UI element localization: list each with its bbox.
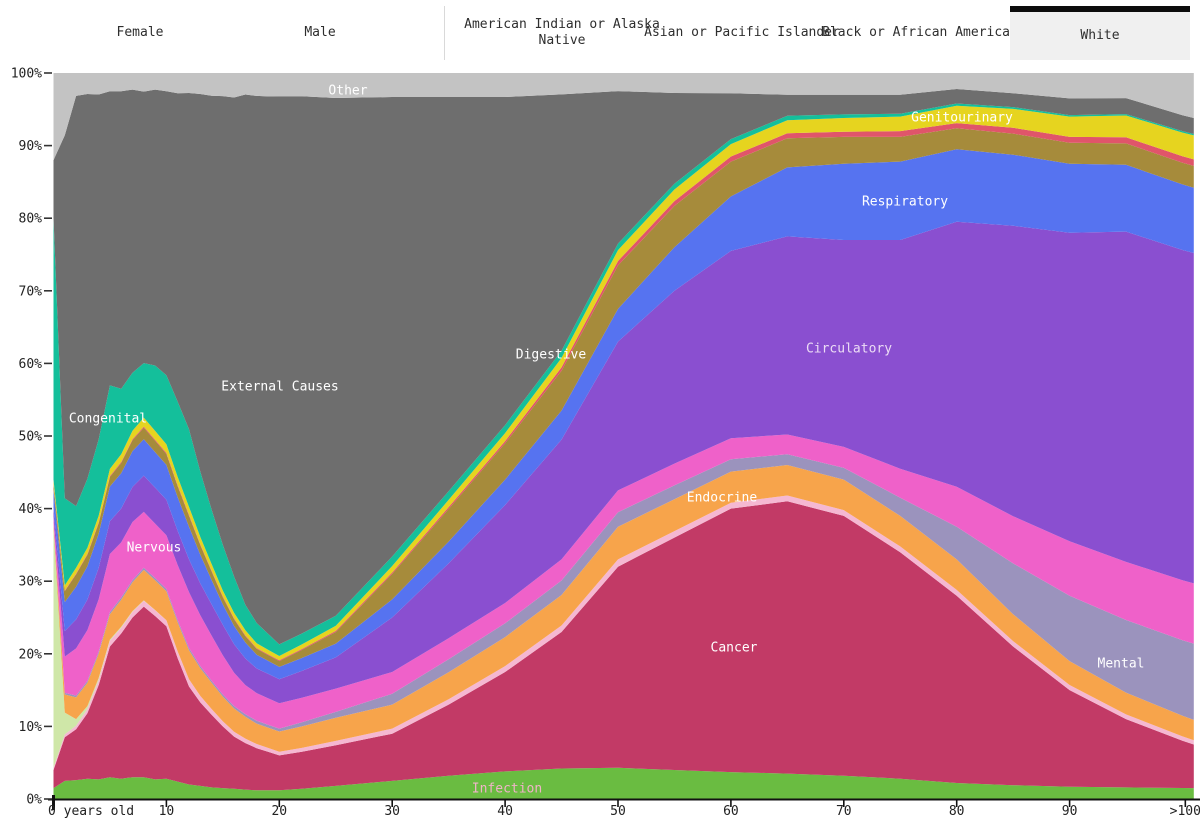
- area-labels: Other Genitourinary Respiratory Circulatory…: [69, 84, 1145, 797]
- area-nervous[interactable]: [53, 434, 1194, 729]
- tab-group-divider: [444, 6, 445, 60]
- area-label-genitourinary: Genitourinary: [911, 111, 1013, 126]
- y-tick-label: 30%: [19, 575, 43, 590]
- x-tick-label: 0 years old: [48, 804, 134, 819]
- area-circulatory[interactable]: [53, 221, 1194, 704]
- tab-label: White: [1080, 28, 1120, 43]
- x-tick-label: 20: [271, 804, 287, 819]
- tab-white[interactable]: White: [1010, 6, 1190, 60]
- area-label-infection: Infection: [472, 782, 542, 797]
- x-tick-label: 70: [836, 804, 852, 819]
- y-tick-label: 20%: [19, 647, 43, 662]
- y-tick-label: 80%: [19, 212, 43, 227]
- x-tick-label: 30: [384, 804, 400, 819]
- area-label-circulatory: Circulatory: [806, 342, 892, 357]
- y-tick-label: 40%: [19, 502, 43, 517]
- y-tick-label: 10%: [19, 720, 43, 735]
- x-tick-label: >100: [1170, 804, 1200, 819]
- area-label-nervous: Nervous: [127, 541, 182, 556]
- y-tick-label: 0%: [26, 793, 42, 808]
- area-label-external-causes: External Causes: [221, 380, 338, 395]
- x-tick-label: 90: [1062, 804, 1078, 819]
- area-other[interactable]: [53, 73, 1194, 161]
- x-tick-label: 10: [159, 804, 175, 819]
- area-infection[interactable]: [53, 767, 1194, 799]
- area-label-digestive: Digestive: [516, 348, 587, 363]
- area-label-endocrine: Endocrine: [687, 491, 758, 506]
- y-tick-label: 70%: [19, 284, 43, 299]
- area-label-mental: Mental: [1098, 657, 1145, 672]
- tab-label: Asian or Pacific Islander: [644, 25, 840, 40]
- area-mental[interactable]: [53, 454, 1194, 732]
- y-tick-label: 50%: [19, 430, 43, 445]
- tab-label: Black or African American: [822, 25, 1018, 40]
- area-external-causes[interactable]: [53, 89, 1194, 645]
- y-tick-label: 100%: [11, 67, 42, 82]
- tab-american-indian-or-alaska-native[interactable]: American Indian or Alaska Native: [447, 6, 677, 60]
- area-label-respiratory: Respiratory: [862, 195, 948, 210]
- area-label-other: Other: [328, 84, 367, 99]
- area-label-congenital: Congenital: [69, 412, 147, 427]
- area-cancer[interactable]: [53, 501, 1194, 791]
- tab-black-or-african-american[interactable]: Black or African American: [820, 6, 1020, 60]
- demographic-tabs: Female Male American Indian or Alaska Nati…: [0, 0, 1200, 65]
- x-tick-label: 80: [949, 804, 965, 819]
- x-tick-label: 50: [610, 804, 626, 819]
- area-bands: [53, 73, 1194, 799]
- area-respiratory[interactable]: [53, 149, 1194, 680]
- axes: 0 years old 10 20 30 40 50 60 70 80 90 >100 0% 10% 20…: [11, 67, 1200, 819]
- tab-female[interactable]: Female: [40, 6, 240, 60]
- tab-asian-or-pacific-islander[interactable]: Asian or Pacific Islander: [642, 6, 842, 60]
- x-tick-label: 60: [723, 804, 739, 819]
- tab-label: Female: [116, 25, 164, 40]
- area-endocrine[interactable]: [53, 465, 1194, 752]
- tab-label: American Indian or Alaska Native: [464, 17, 660, 48]
- tab-label: Male: [304, 25, 336, 40]
- area-label-cancer: Cancer: [711, 641, 758, 656]
- y-tick-label: 90%: [19, 139, 43, 154]
- y-tick-label: 60%: [19, 357, 43, 372]
- tab-male[interactable]: Male: [240, 6, 400, 60]
- x-tick-label: 40: [497, 804, 513, 819]
